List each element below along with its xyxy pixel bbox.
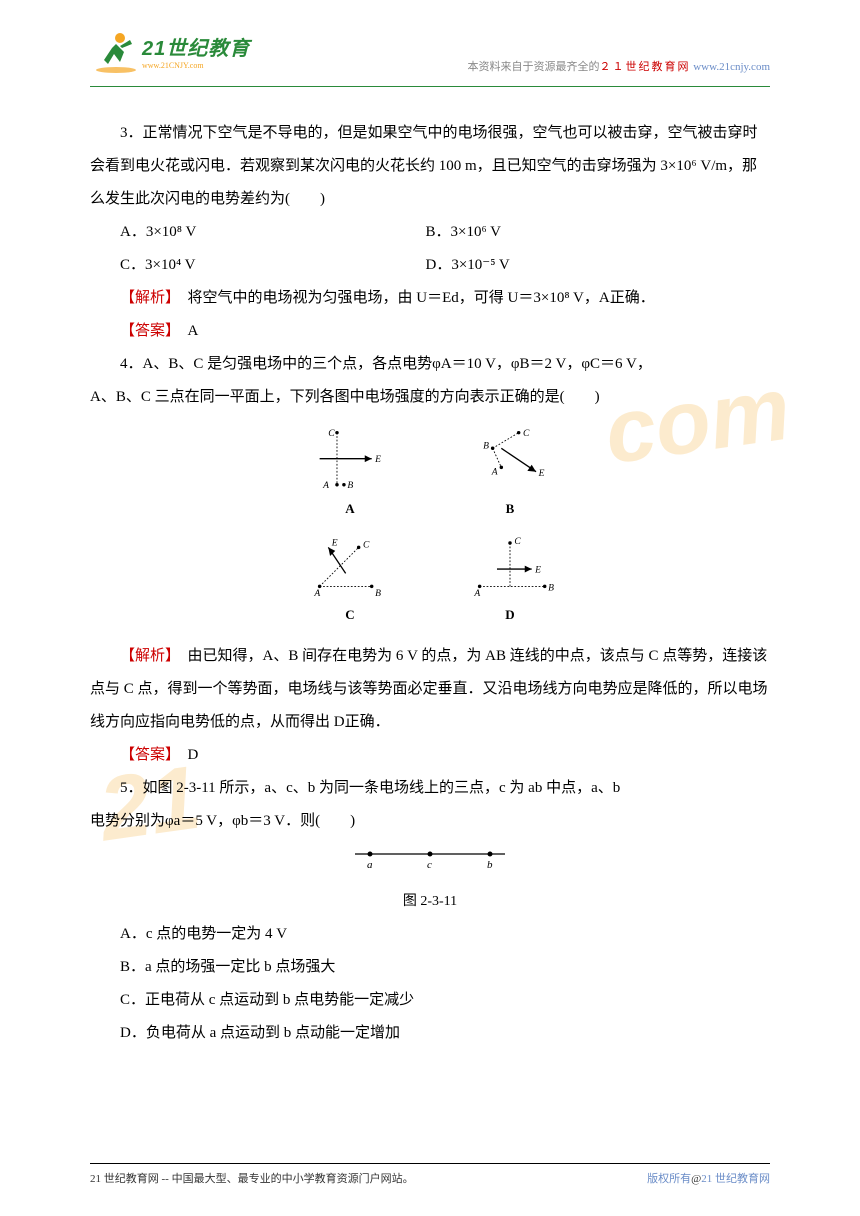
q5-figure-label: 图 2-3-11 [90, 887, 770, 918]
svg-text:B: B [548, 583, 554, 594]
q4-line2: A、B、C 三点在同一平面上，下列各图中电场强度的方向表示正确的是( ) [90, 381, 770, 414]
q4-explain-text: 由已知得，A、B 间存在电势为 6 V 的点，为 AB 连线的中点，该点与 C … [90, 648, 768, 730]
explain-label-4: 【解析】 [120, 648, 173, 664]
q4-label-C: C [345, 601, 354, 630]
explain-label: 【解析】 [120, 290, 173, 306]
site-logo: 21世纪教育 www.21CNJY.com [90, 30, 250, 78]
svg-text:E: E [331, 538, 338, 549]
page-header: 21世纪教育 www.21CNJY.com 本资料来自于资源最齐全的２１世纪教育… [90, 30, 770, 87]
answer-label-4: 【答案】 [120, 747, 173, 763]
footer-left: 21 世纪教育网 -- 中国最大型、最专业的中小学教育资源门户网站。 [90, 1170, 414, 1186]
q4-label-B: B [506, 495, 515, 524]
svg-text:C: C [514, 536, 521, 547]
svg-text:a: a [367, 859, 373, 870]
svg-text:C: C [363, 539, 370, 550]
svg-text:B: B [347, 480, 353, 491]
logo-title: 21世纪教育 [142, 39, 250, 59]
svg-text:A: A [473, 588, 480, 599]
q3-explanation: 【解析】 将空气中的电场视为匀强电场，由 U＝Ed，可得 U＝3×10⁸ V，A… [90, 282, 770, 315]
q3-optB: B．3×10⁶ V [426, 216, 732, 249]
svg-text:B: B [375, 588, 381, 599]
q5-optD: D．负电荷从 a 点运动到 b 点动能一定增加 [120, 1017, 770, 1050]
svg-text:A: A [313, 588, 320, 599]
q3-optA: A．3×10⁸ V [120, 216, 426, 249]
page-footer: 21 世纪教育网 -- 中国最大型、最专业的中小学教育资源门户网站。 版权所有@… [90, 1163, 770, 1186]
svg-text:A: A [322, 480, 329, 491]
logo-subtitle: www.21CNJY.com [142, 61, 250, 70]
q3-options-row2: C．3×10⁴ V D．3×10⁻⁵ V [120, 249, 770, 282]
q5-optA: A．c 点的电势一定为 4 V [120, 918, 770, 951]
q3-optD: D．3×10⁻⁵ V [426, 249, 732, 282]
svg-text:A: A [491, 466, 498, 477]
q4-label-D: D [505, 601, 514, 630]
q5-optC: C．正电荷从 c 点运动到 b 点电势能一定减少 [120, 984, 770, 1017]
source-org: ２１世纪教育网 [599, 61, 690, 73]
footer-right: 版权所有@21 世纪教育网 [647, 1170, 770, 1186]
answer-label: 【答案】 [120, 323, 173, 339]
q3-answer: 【答案】 A [90, 315, 770, 348]
q4-diagram-B: C A B E B [455, 424, 565, 524]
logo-runner-icon [90, 30, 138, 78]
q5-line1: 5．如图 2-3-11 所示，a、c、b 为同一条电场线上的三点，c 为 ab … [90, 772, 770, 805]
svg-text:c: c [427, 859, 432, 870]
document-body: 3．正常情况下空气是不导电的，但是如果空气中的电场很强，空气也可以被击穿，空气被… [90, 117, 770, 1050]
svg-text:C: C [328, 428, 335, 439]
source-url: www.21cnjy.com [693, 61, 770, 73]
q4-answer: 【答案】 D [90, 739, 770, 772]
q3-body: 3．正常情况下空气是不导电的，但是如果空气中的电场很强，空气也可以被击穿，空气被… [90, 117, 770, 216]
source-prefix: 本资料来自于资源最齐全的 [467, 61, 599, 73]
q4-diagram-D: A B C E D [455, 530, 565, 630]
svg-text:C: C [523, 428, 530, 439]
q4-answer-value: D [188, 747, 199, 763]
svg-text:E: E [374, 454, 381, 465]
svg-text:E: E [538, 468, 545, 479]
footer-at: @ [691, 1173, 701, 1185]
svg-text:B: B [483, 440, 489, 451]
q4-diagram-C: A B C E C [295, 530, 405, 630]
q4-explanation: 【解析】 由已知得，A、B 间存在电势为 6 V 的点，为 AB 连线的中点，该… [90, 640, 770, 739]
svg-text:b: b [487, 859, 493, 870]
q4-label-A: A [345, 495, 354, 524]
q4-line1: 4．A、B、C 是匀强电场中的三个点，各点电势φA＝10 V，φB＝2 V，φC… [90, 348, 770, 381]
q3-explain-text: 将空气中的电场视为匀强电场，由 U＝Ed，可得 U＝3×10⁸ V，A正确． [188, 290, 655, 306]
q5-optB: B．a 点的场强一定比 b 点场强大 [120, 951, 770, 984]
header-source-text: 本资料来自于资源最齐全的２１世纪教育网 www.21cnjy.com [270, 58, 770, 78]
q3-options-row1: A．3×10⁸ V B．3×10⁶ V [120, 216, 770, 249]
footer-copyright-prefix: 版权所有 [647, 1173, 691, 1185]
q4-diagrams: C A B E A C A B E [90, 424, 770, 630]
svg-text:E: E [534, 565, 541, 576]
q3-answer-value: A [188, 323, 199, 339]
q4-diagram-A: C A B E A [295, 424, 405, 524]
q5-figure: a c b [90, 846, 770, 883]
q3-optC: C．3×10⁴ V [120, 249, 426, 282]
q5-line2: 电势分别为φa＝5 V，φb＝3 V．则( ) [90, 805, 770, 838]
footer-site-link: 21 世纪教育网 [701, 1173, 770, 1185]
